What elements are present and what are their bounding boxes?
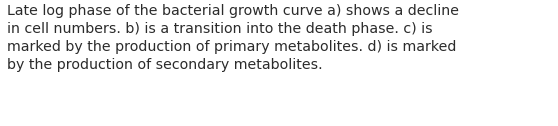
Text: Late log phase of the bacterial growth curve a) shows a decline
in cell numbers.: Late log phase of the bacterial growth c… [7, 4, 459, 72]
